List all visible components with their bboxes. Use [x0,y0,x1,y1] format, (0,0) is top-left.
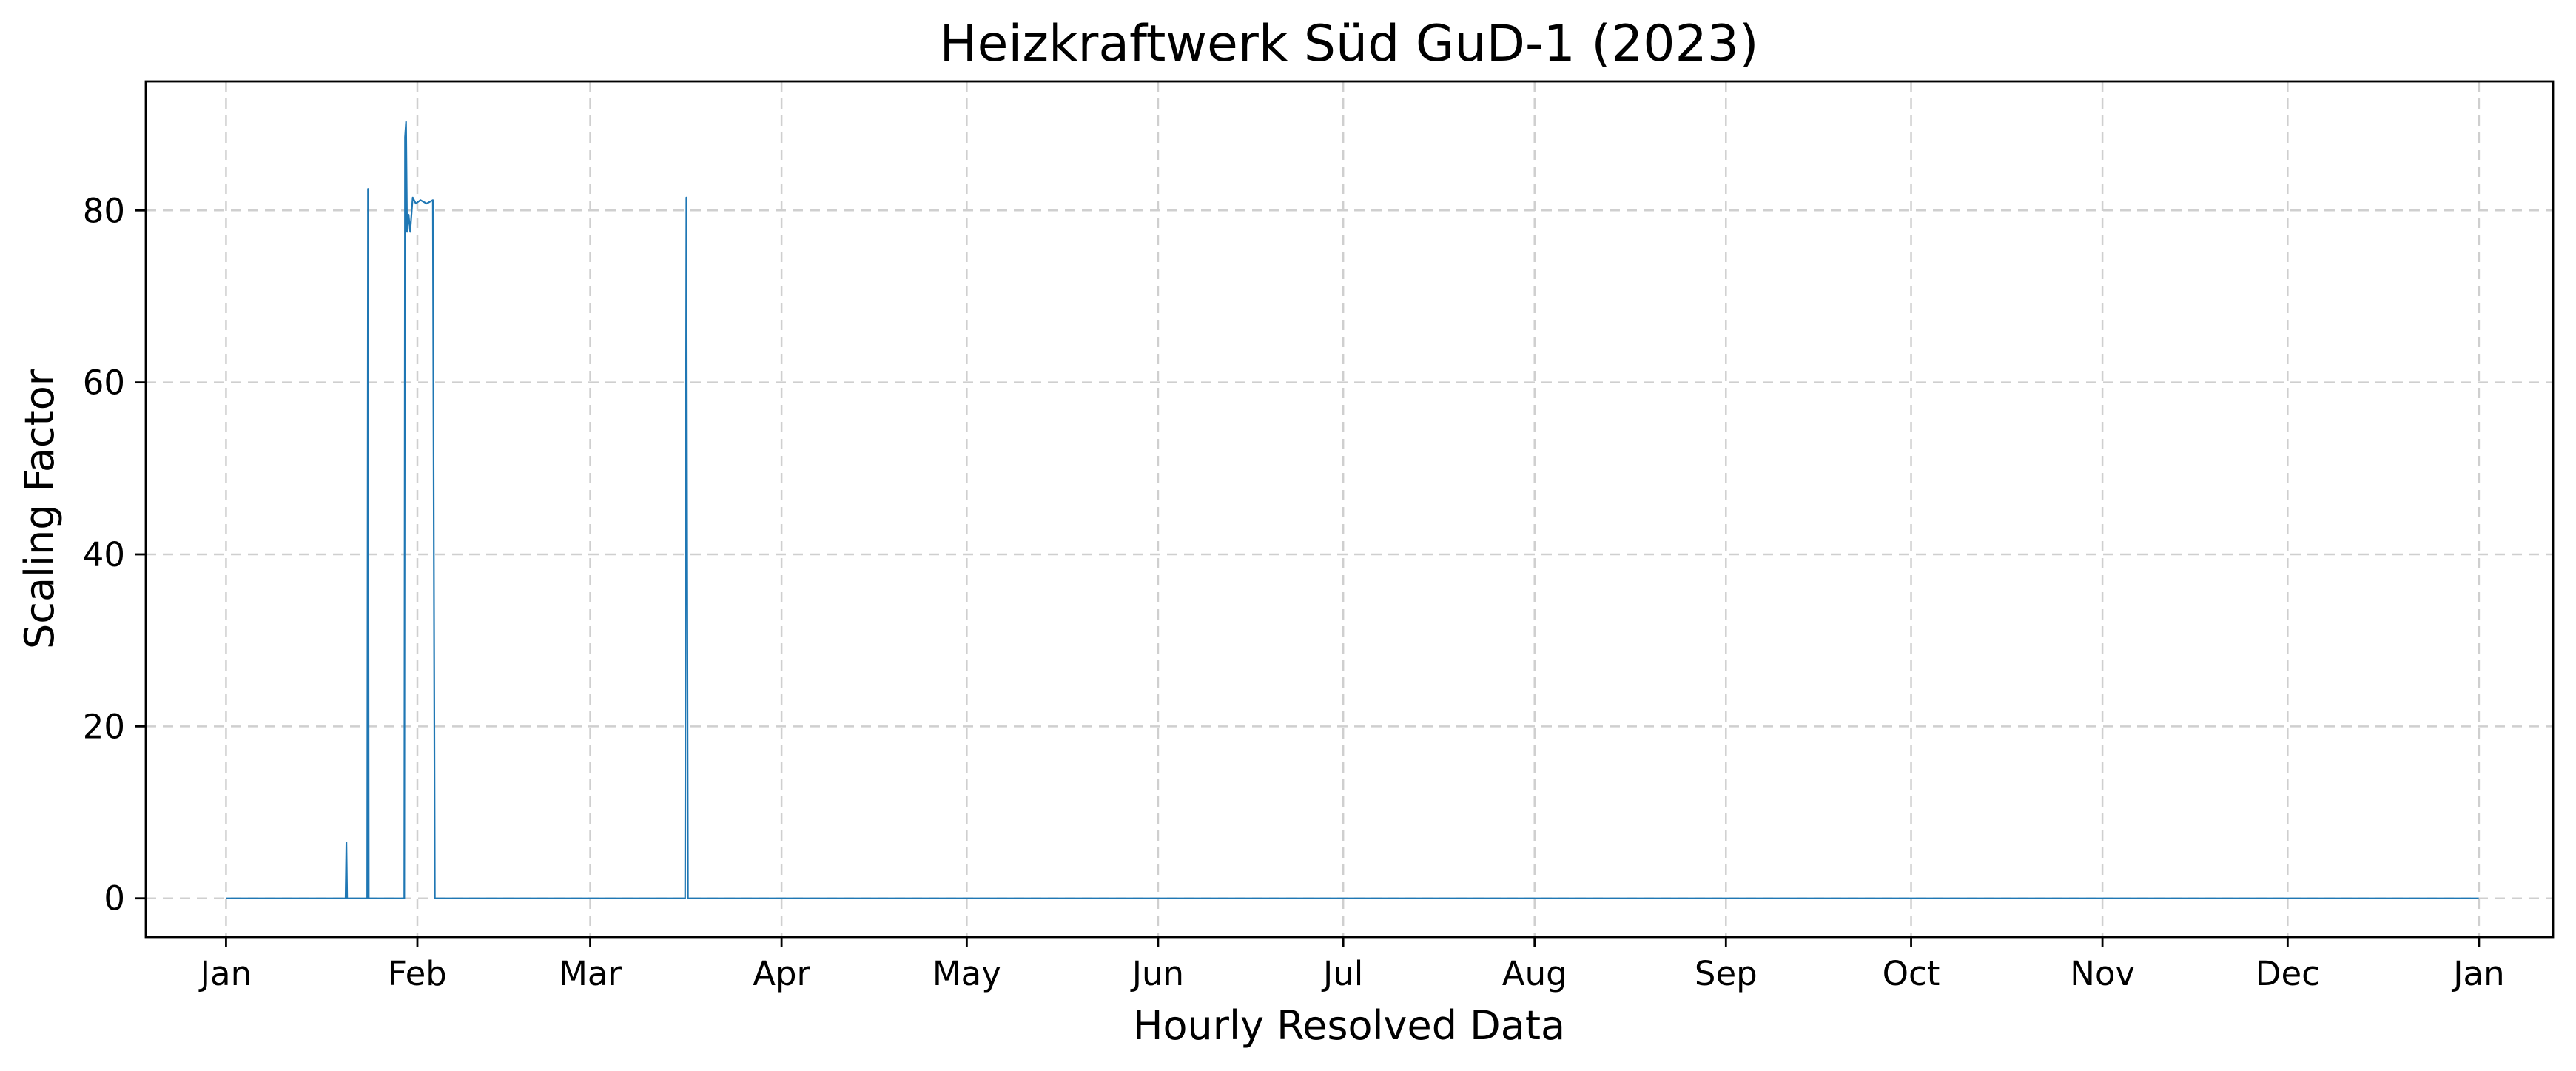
y-tick-label: 40 [83,535,125,574]
x-tick-label: Jun [1130,954,1184,993]
y-axis: 0 20 40 60 80 [83,191,146,919]
x-axis-label: Hourly Resolved Data [1133,1002,1565,1049]
y-tick-label: 20 [83,707,125,746]
plot-frame [144,80,2555,939]
x-tick-label: Aug [1502,954,1567,993]
x-tick-label: Dec [2256,954,2320,993]
series-line [226,121,2479,899]
y-tick-label: 0 [104,879,125,919]
x-tick-label: Mar [559,954,622,993]
series-layer [226,121,2479,899]
x-tick-label: Feb [388,954,447,993]
chart-title: Heizkraftwerk Süd GuD-1 (2023) [939,15,1758,73]
x-tick-label: Apr [753,954,810,993]
x-tick-label: Oct [1883,954,1940,993]
x-tick-label: Jan [2451,954,2504,993]
x-axis: Jan Feb Mar Apr May Jun Jul Aug Sep Oct Nov Dec Jan [198,937,2505,993]
x-tick-label: Nov [2070,954,2135,993]
x-tick-label: Jan [198,954,252,993]
y-tick-label: 60 [83,363,125,403]
y-tick-label: 80 [83,191,125,230]
x-tick-label: Sep [1695,954,1758,993]
x-tick-label: May [932,954,1001,993]
x-tick-label: Jul [1321,954,1363,993]
y-axis-label: Scaling Factor [16,369,63,649]
